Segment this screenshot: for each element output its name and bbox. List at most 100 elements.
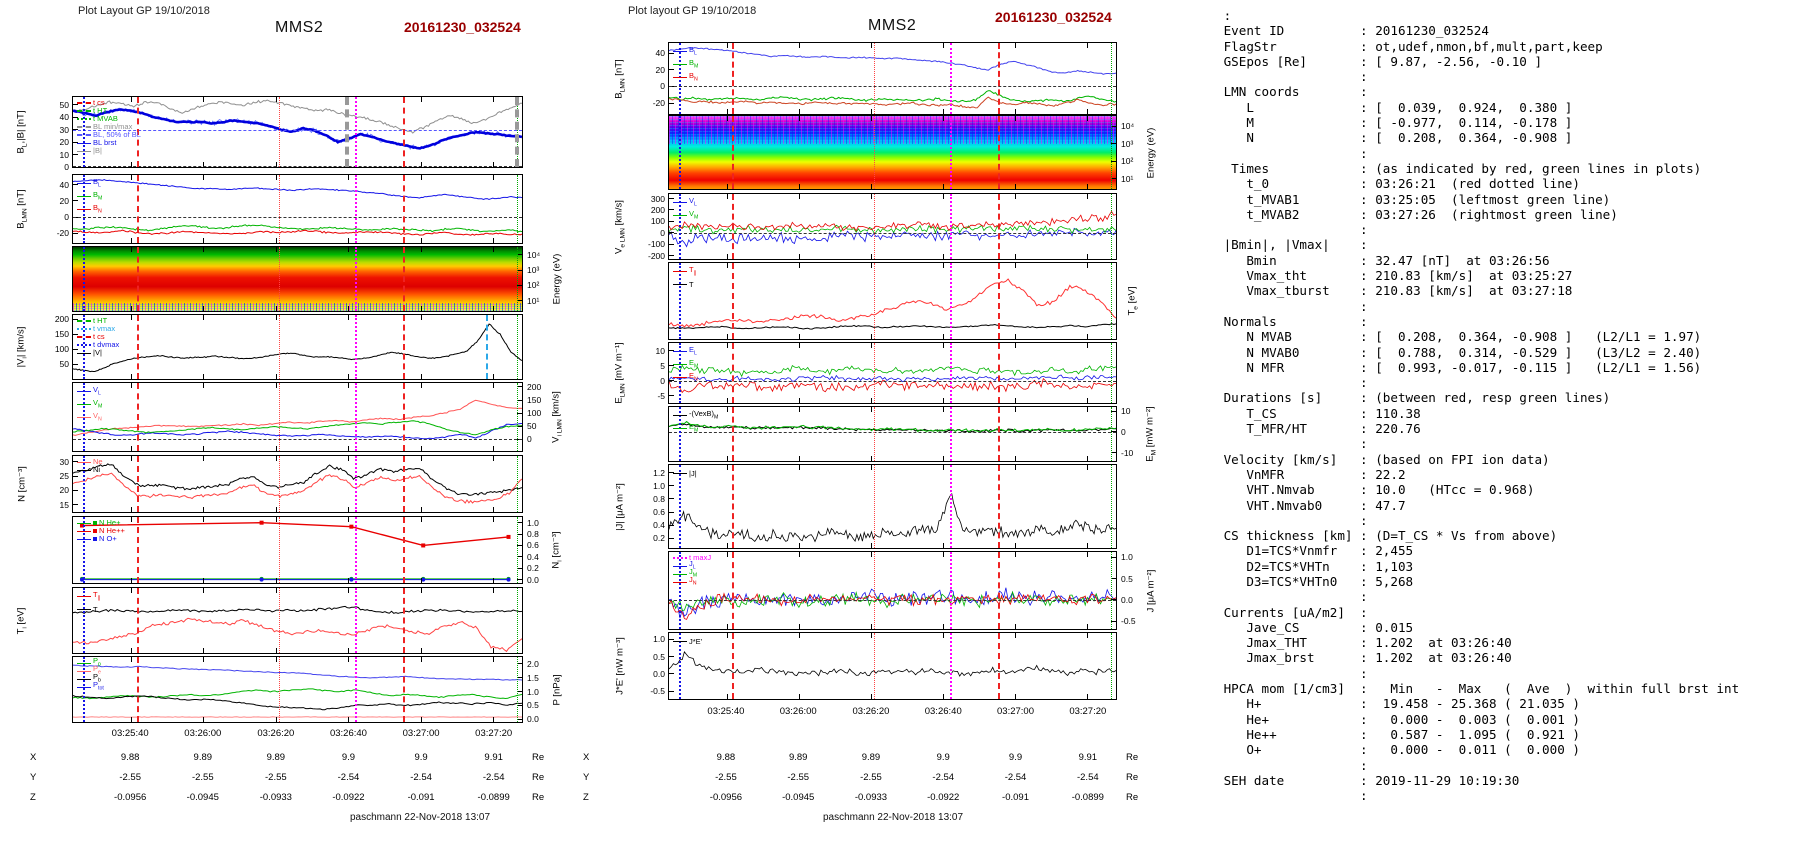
legend-M1: BL BM BN bbox=[673, 45, 698, 84]
time-tick-mark bbox=[871, 43, 873, 48]
legend-item: BL bbox=[673, 45, 698, 58]
legend-item: EL bbox=[673, 345, 698, 358]
time-tick-mark bbox=[1086, 109, 1088, 114]
axis-label-L8: Ti [eV] bbox=[15, 607, 29, 634]
event-line-bl-min-marker bbox=[344, 97, 349, 167]
legend-item: J*E' bbox=[673, 635, 702, 648]
event-line-t-cs-left bbox=[136, 175, 139, 243]
time-tick-mark bbox=[203, 517, 205, 522]
time-tick-mark bbox=[726, 116, 728, 121]
legend-M6: -(VexB)M EM bbox=[673, 409, 718, 435]
time-tick-mark bbox=[943, 633, 944, 638]
event-line-t-cs-right bbox=[997, 552, 1000, 629]
left-spacecraft-label: MMS2 bbox=[275, 19, 324, 36]
time-tick-mark bbox=[1014, 334, 1016, 339]
y-tick-mark bbox=[517, 691, 522, 693]
time-tick-mark bbox=[1014, 552, 1016, 557]
event-line-t-maxj bbox=[949, 633, 952, 699]
marker-N-He++ bbox=[506, 534, 511, 539]
y-tick-mark bbox=[1111, 452, 1116, 454]
time-tick-mark bbox=[726, 694, 728, 699]
y-tick-mark bbox=[517, 522, 522, 524]
ephemeris-value: 9.88 bbox=[716, 752, 736, 763]
time-tick-mark bbox=[130, 588, 132, 593]
series-P-p bbox=[73, 688, 522, 700]
event-line-t-cs-right bbox=[403, 456, 405, 512]
event-line-t-cs-left bbox=[732, 633, 735, 699]
axis-label-L2: BLMN [nT] bbox=[15, 189, 29, 229]
y-tick-label-right: 0 bbox=[1121, 426, 1126, 437]
legend-item: t vmax bbox=[77, 325, 119, 333]
legend-label: -(VexB)M bbox=[689, 408, 719, 421]
legend-item: BN bbox=[673, 71, 698, 84]
series-B-N bbox=[73, 229, 522, 236]
series-P-e bbox=[73, 716, 522, 718]
ephemeris-value: -2.55 bbox=[265, 772, 287, 783]
y-tick-mark bbox=[517, 718, 522, 720]
event-line-t-maxj bbox=[354, 315, 357, 379]
legend-item: BL min/max bbox=[77, 123, 141, 131]
legend-line-sample bbox=[673, 284, 687, 285]
y-tick-mark bbox=[73, 333, 78, 335]
y-tick-mark bbox=[669, 198, 674, 200]
series-E-L bbox=[669, 374, 1116, 383]
time-tick-mark bbox=[420, 446, 422, 451]
time-tick-mark bbox=[130, 374, 132, 379]
legend-label: |B| bbox=[93, 146, 102, 155]
legend-line-sample bbox=[673, 202, 687, 203]
legend-item: BM bbox=[673, 58, 698, 71]
legend-item: |V| bbox=[77, 349, 119, 357]
event-line-t-mvab2 bbox=[516, 247, 518, 311]
time-axis-label: 03:27:20 bbox=[475, 728, 513, 739]
event-line-t-0 bbox=[278, 456, 280, 512]
legend-line-sample bbox=[673, 581, 687, 583]
time-tick-mark bbox=[1014, 194, 1016, 199]
event-line-t-cs-right bbox=[403, 517, 405, 583]
y-tick-label: 40 bbox=[655, 48, 665, 59]
event-line-t-mvab2 bbox=[516, 588, 518, 653]
y-tick-mark bbox=[517, 704, 522, 706]
y-tick-label: 150 bbox=[54, 329, 69, 340]
time-tick-mark bbox=[348, 306, 350, 311]
time-tick-mark bbox=[1086, 343, 1088, 348]
time-tick-mark bbox=[492, 648, 494, 653]
middle-panel-M9-plot bbox=[669, 651, 1116, 677]
legend-line-sample bbox=[77, 102, 91, 104]
y-tick-label: 300 bbox=[650, 193, 665, 204]
legend-line-sample bbox=[77, 126, 91, 128]
y-tick-label-right: 1.0 bbox=[527, 686, 539, 697]
time-tick-mark bbox=[420, 507, 422, 512]
time-tick-mark bbox=[492, 588, 494, 593]
legend-label: Ni bbox=[93, 465, 101, 474]
y-tick-mark bbox=[517, 269, 522, 271]
marker-N-He++ bbox=[349, 524, 354, 529]
axis-label-L6: N [cm⁻³] bbox=[16, 466, 28, 502]
axis-label-L4: |Vi| [km/s] bbox=[15, 326, 29, 368]
event-line-t-dvmax bbox=[678, 552, 681, 629]
legend-item: -(VexB)M bbox=[673, 409, 718, 422]
middle-panel-M3: VL VM bbox=[668, 193, 1117, 260]
y-tick-label: -200 bbox=[647, 250, 665, 261]
event-line-t-cs-left bbox=[136, 456, 139, 512]
event-line-t-cs-left bbox=[732, 465, 735, 548]
ephemeris-value: -0.0945 bbox=[186, 792, 219, 803]
event-line-t-cs-left bbox=[136, 657, 139, 722]
left-panel-L2-plot bbox=[73, 179, 522, 236]
time-tick-mark bbox=[203, 306, 205, 311]
y-tick-mark bbox=[669, 395, 674, 396]
ephemeris-unit: Re bbox=[532, 752, 545, 763]
middle-panel-M4: T∥ T bbox=[668, 262, 1117, 340]
event-line-t-maxj bbox=[354, 383, 357, 451]
legend-line-sample bbox=[77, 609, 91, 610]
time-tick-mark bbox=[203, 657, 205, 662]
time-tick-mark bbox=[943, 334, 944, 339]
y-tick-label-right: 50 bbox=[527, 421, 537, 432]
y-tick-mark bbox=[73, 104, 78, 105]
time-tick-mark bbox=[348, 657, 350, 662]
legend-label: BL min/max bbox=[93, 122, 133, 131]
y-tick-label-right: -0.5 bbox=[1121, 616, 1136, 627]
legend-item: t cs bbox=[77, 333, 119, 341]
event-line-t-cs-left bbox=[732, 343, 735, 403]
legend-line-sample bbox=[77, 391, 91, 392]
event-line-t-dvmax bbox=[82, 315, 85, 379]
